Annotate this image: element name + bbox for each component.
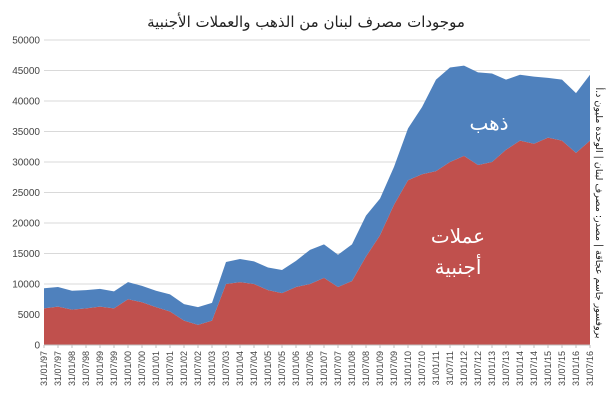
x-tick-label: 31/01/01 [151,351,161,386]
chart-title: موجودات مصرف لبنان من الذهب والعملات الأ… [147,12,465,31]
x-tick-label: 31/07/00 [137,351,147,386]
x-tick-label: 31/07/14 [529,351,539,386]
y-tick-label: 25000 [12,188,40,199]
y-tick-label: 40000 [12,97,40,108]
x-tick-label: 31/01/13 [487,351,497,386]
y-tick-label: 45000 [12,66,40,77]
y-tick-label: 35000 [12,127,40,138]
x-tick-label: 31/07/08 [361,351,371,386]
x-tick-label: 31/01/14 [515,351,525,386]
x-tick-label: 31/07/97 [53,351,63,386]
x-tick-label: 31/01/06 [291,351,301,386]
x-tick-label: 31/07/11 [445,351,455,385]
y-tick-label: 5000 [18,310,41,321]
x-axis-ticks: 31/01/97 31/07/97 31/01/98 31/07/98 31/01/99… [39,345,595,386]
x-tick-label: 31/07/16 [585,351,595,386]
x-tick-label: 31/07/06 [305,351,315,386]
x-tick-label: 31/01/07 [319,351,329,386]
x-tick-label: 31/07/12 [473,351,483,386]
x-tick-label: 31/07/99 [109,351,119,386]
x-tick-label: 31/01/09 [375,351,385,386]
x-tick-label: 31/07/98 [81,351,91,386]
x-tick-label: 31/01/11 [431,351,441,385]
x-tick-label: 31/01/08 [347,351,357,386]
series-label-fx-line2: أجنبية [435,254,482,279]
x-tick-label: 31/01/05 [263,351,273,386]
x-tick-label: 31/07/13 [501,351,511,386]
x-tick-label: 31/01/97 [39,351,49,386]
x-tick-label: 31/07/03 [221,351,231,386]
area-series-0 [44,137,590,345]
x-tick-label: 31/07/02 [193,351,203,386]
x-tick-label: 31/01/03 [207,351,217,386]
area-series [44,65,590,345]
series-label-fx-line1: عملات [431,224,485,248]
y-tick-label: 30000 [12,158,40,169]
series-label-gold: ذهب [469,111,508,135]
x-tick-label: 31/07/05 [277,351,287,386]
y-tick-label: 0 [34,341,40,352]
y-axis-ticks: 0 5000 10000 15000 20000 25000 30000 35000 40000… [12,36,40,352]
x-tick-label: 31/07/07 [333,351,343,386]
x-tick-label: 31/07/15 [557,351,567,386]
x-tick-label: 31/07/10 [417,351,427,386]
y-tick-label: 15000 [12,249,40,260]
x-tick-label: 31/01/99 [95,351,105,386]
x-tick-label: 31/07/01 [165,351,175,386]
x-tick-label: 31/01/04 [235,351,245,386]
area-series-1 [44,65,590,325]
x-tick-label: 31/01/02 [179,351,189,386]
y-tick-label: 50000 [12,36,40,47]
y-tick-label: 20000 [12,219,40,230]
x-tick-label: 31/01/12 [459,351,469,386]
x-tick-label: 31/01/98 [67,351,77,386]
x-tick-label: 31/01/16 [571,351,581,386]
source-note: بروفسور جاسم عجاقة | مصدر: مصرف لبنان | … [593,87,606,338]
y-tick-label: 10000 [12,280,40,291]
x-tick-label: 31/07/09 [389,351,399,386]
x-tick-label: 31/07/04 [249,351,259,386]
x-tick-label: 31/01/15 [543,351,553,386]
x-tick-label: 31/01/10 [403,351,413,386]
x-tick-label: 31/01/00 [123,351,133,386]
